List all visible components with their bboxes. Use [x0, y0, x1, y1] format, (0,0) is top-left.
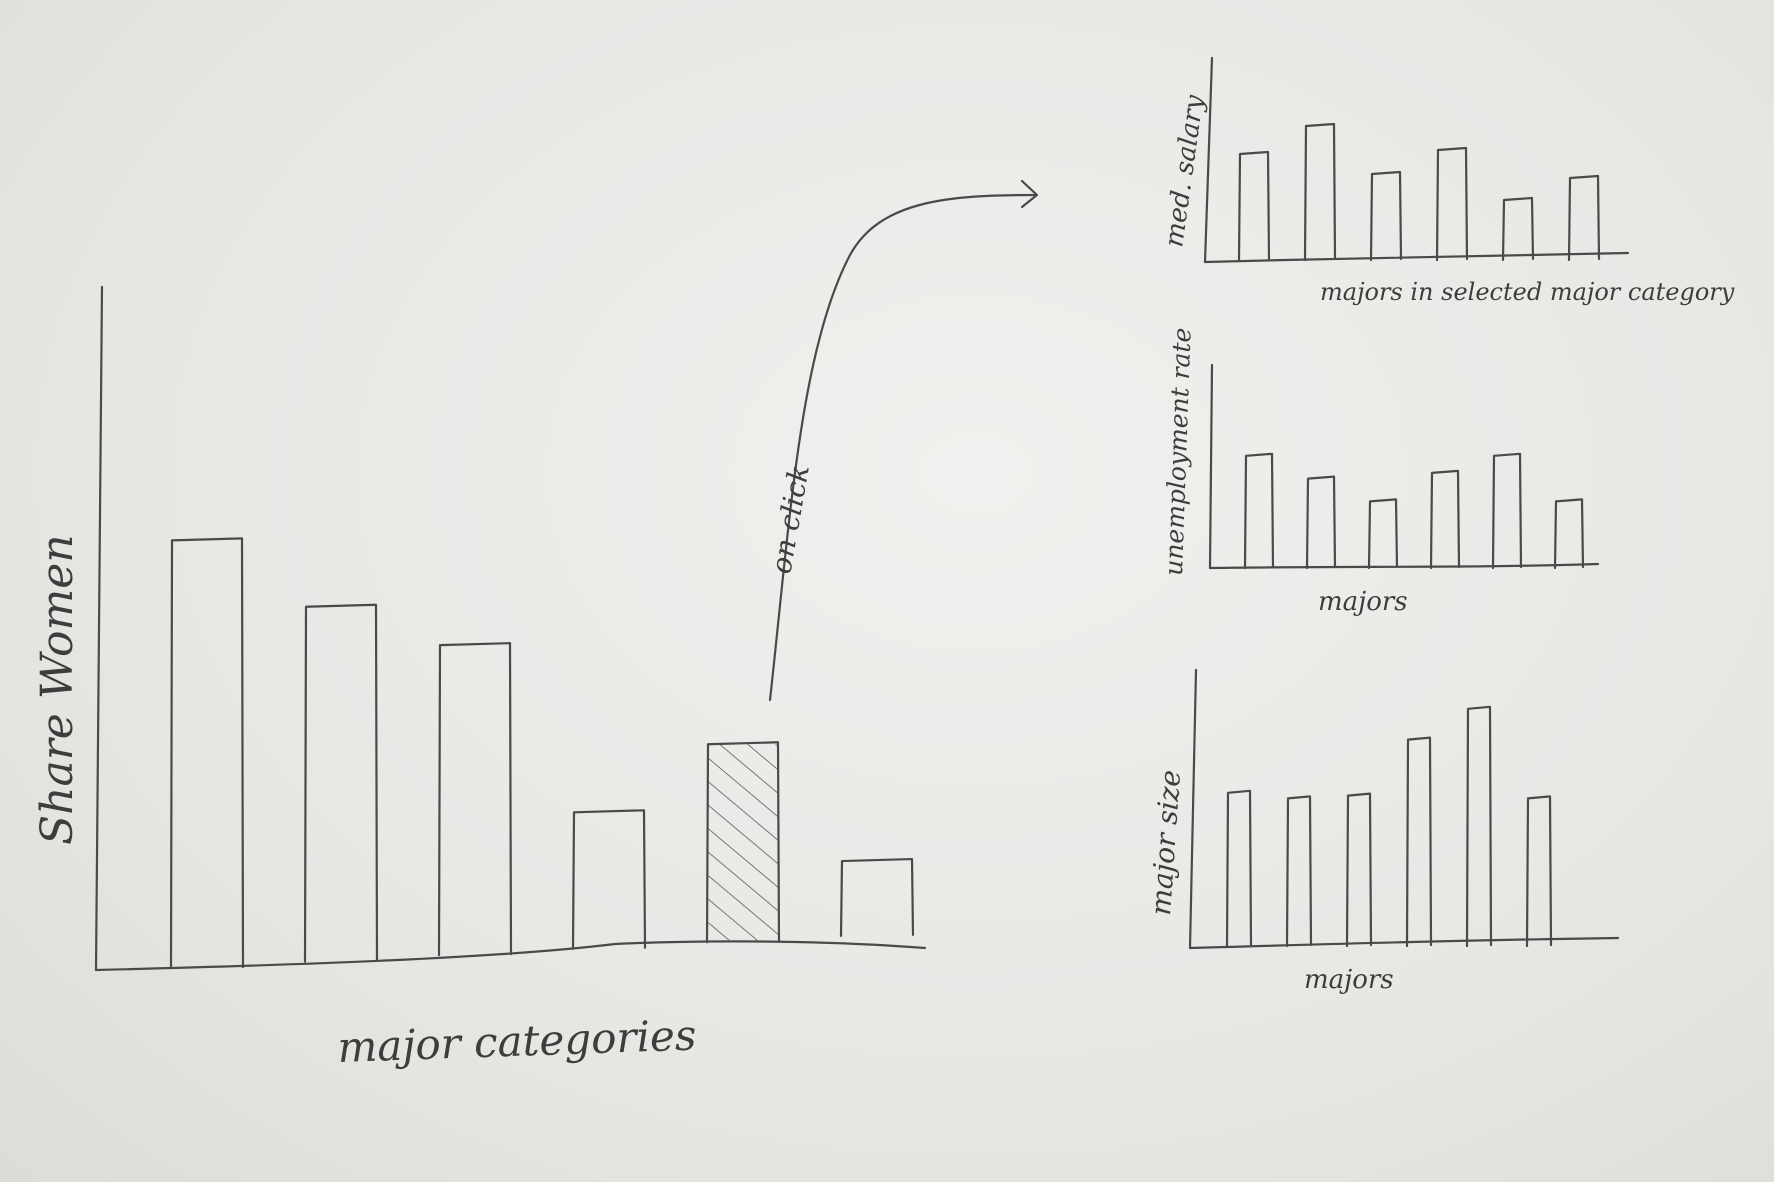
main-bar-3	[437, 642, 513, 957]
arrow-curve	[768, 193, 1037, 702]
unemployment-bars	[1243, 452, 1585, 570]
salary-bar-1	[1237, 150, 1271, 262]
salary-y-axis	[1203, 56, 1214, 264]
size-bar-3	[1345, 792, 1373, 948]
major-size-chart: major size majors	[1144, 668, 1620, 995]
salary-bar-2	[1303, 122, 1337, 262]
size-bar-6	[1525, 795, 1553, 948]
main-bar-4	[571, 809, 647, 950]
salary-bar-3	[1369, 170, 1403, 262]
size-x-axis	[1188, 936, 1620, 950]
main-bar-chart: Share Women major categories	[32, 285, 927, 1072]
unemployment-x-axis-label: majors	[1318, 587, 1408, 617]
main-bars	[169, 537, 915, 970]
size-x-axis-label: majors	[1304, 965, 1394, 995]
main-bar-2	[303, 603, 379, 963]
main-y-axis	[94, 285, 104, 972]
main-bar-1	[169, 537, 245, 970]
main-bar-6	[839, 857, 915, 937]
unemployment-bar-4	[1429, 469, 1461, 570]
size-y-axis-label: major size	[1144, 769, 1187, 917]
size-y-axis	[1188, 668, 1198, 950]
unemployment-y-axis	[1208, 363, 1214, 570]
unemployment-y-axis-label: unemployment rate	[1159, 327, 1197, 576]
salary-bar-6	[1567, 174, 1601, 262]
size-bars	[1225, 705, 1553, 948]
salary-x-axis-label: majors in selected major category	[1320, 278, 1735, 306]
size-bar-5	[1465, 705, 1493, 948]
salary-bar-4	[1435, 146, 1469, 262]
on-click-arrow: on click	[764, 179, 1039, 702]
unemployment-bar-2	[1305, 475, 1337, 570]
unemployment-bar-3	[1367, 498, 1399, 570]
salary-y-axis-label: med. salary	[1159, 93, 1210, 249]
arrow-label: on click	[764, 462, 816, 576]
size-bar-2	[1285, 795, 1313, 948]
size-bar-4	[1405, 736, 1433, 948]
salary-bars	[1237, 122, 1601, 262]
unemployment-rate-chart: unemployment rate majors	[1159, 327, 1600, 617]
main-x-axis	[94, 940, 927, 972]
arrow-head	[1020, 179, 1039, 209]
main-x-axis-label: major categories	[337, 1010, 697, 1071]
main-y-axis-label: Share Women	[32, 534, 83, 845]
unemployment-bar-1	[1243, 452, 1275, 570]
unemployment-bar-6	[1553, 498, 1585, 570]
median-salary-chart: med. salary majors in selected major cat…	[1159, 56, 1735, 306]
main-bar-5[interactable]	[705, 741, 781, 944]
salary-x-axis	[1203, 251, 1630, 264]
size-bar-1	[1225, 789, 1253, 948]
main-bar-hatch-5	[708, 744, 778, 941]
salary-bar-5	[1501, 196, 1535, 262]
unemployment-bar-5	[1491, 452, 1523, 570]
unemployment-x-axis	[1208, 562, 1600, 570]
